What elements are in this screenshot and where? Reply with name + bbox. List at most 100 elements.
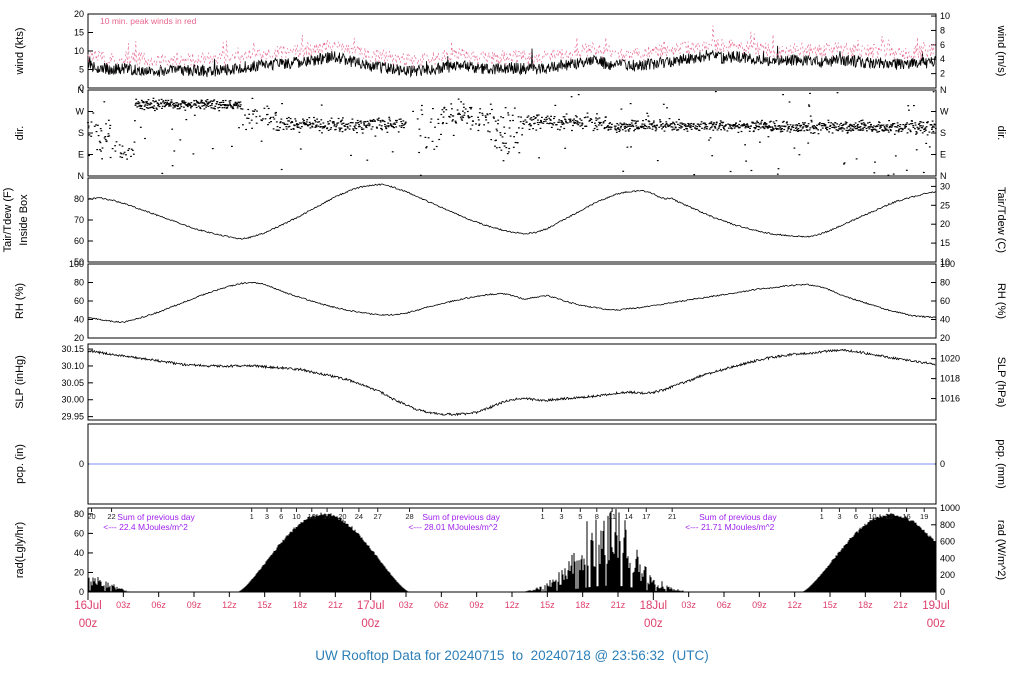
rh-right-tick-label: 20 [940,333,950,343]
wind-left-axis-label: wind (kts) [14,27,26,75]
x-minor-label: 18z [858,600,873,610]
dir-right-tick-label: W [940,107,949,117]
dir-left-tick-label: E [78,150,84,160]
slp-left-tick-label: 30.05 [61,378,84,388]
pcp-left-axis-label: pcp. (in) [14,444,26,484]
rad-cumulative-mark-label: 17 [323,512,331,521]
temp-right-tick-label: 30 [940,181,950,191]
rh-right-axis-label: RH (%) [995,282,1007,320]
rad-cumulative-mark-label: 8 [595,512,599,521]
rad-cumulative-mark-label: 13 [885,512,893,521]
rh-left-tick-label: 20 [74,333,84,343]
pcp-left-tick-label: 0 [79,459,84,469]
dir-right-tick-label: N [940,171,947,181]
x-axis: 03z 06z 09z 12z 15z 18z 21z 03z 06z 09z 12z 15z 18z 2… [74,592,950,630]
x-minor-label: 21z [893,600,908,610]
slp-right-tick-label: 1020 [940,354,960,364]
wind-left-tick-label: 20 [74,9,84,19]
dir-left-tick-label: S [78,128,84,138]
x-day-label: 17Jul [357,600,385,612]
slp-right-axis-label: SLP (hPa) [995,356,1007,408]
x-day-label: 18Jul [640,600,668,612]
rad-cumulative-mark-label: 1 [541,512,545,521]
x-minor-label: 03z [399,600,414,610]
x-minor-label: 12z [505,600,520,610]
rh-series [87,281,937,323]
rh-left-tick-label: 80 [74,278,84,288]
rad-cumulative-mark-label: 19 [920,512,928,521]
rad-right-tick-label: 0 [940,587,945,597]
rad-cumulative-marks: 20 22 1 3 6 10 13 17 20 24 27 28 1 3 5 8 11 14 17 21 1 3 6 10 13… [87,508,928,521]
rad-cumulative-mark-label: 20 [338,512,346,521]
slp-right-tick-label: 1018 [940,374,960,384]
dir-left-tick-label: W [76,107,85,117]
rad-left-tick-label: 40 [74,548,84,558]
x-day-time-label: 00z [361,618,380,630]
wind-peak-series [87,25,936,68]
rh-right-tick-label: 40 [940,315,950,325]
dir-right-tick-label: E [940,150,946,160]
rh-right-tick-label: 100 [940,259,955,269]
rh-left-tick-label: 40 [74,315,84,325]
wind-panel: 0 5 10 15 20 2 4 6 8 10 [74,9,950,93]
rad-left-tick-label: 60 [74,528,84,538]
rad-sum-value: <--- 28.01 MJoules/m^2 [408,522,498,532]
wind-left-tick-label: 0 [79,83,84,93]
rad-cumulative-mark-label: 28 [405,512,413,521]
wind-right-tick-label: 4 [940,54,945,64]
x-day-time-label: 00z [927,618,946,630]
x-minor-label: 06z [434,600,449,610]
x-minor-label: 21z [328,600,343,610]
rad-cumulative-mark-label: 16 [902,512,910,521]
slp-left-tick-label: 30.10 [61,361,84,371]
x-minor-label: 03z [116,600,131,610]
rad-cumulative-mark-label: 5 [578,512,582,521]
slp-left-tick-label: 30.00 [61,395,84,405]
figure-title: UW Rooftop Data for 20240715 to 20240718… [315,648,709,663]
wind-right-axis-label: wind (m/s) [995,25,1007,77]
wind-left-tick-label: 15 [74,28,84,38]
wind-direction-scatter [87,91,937,176]
x-day-label: 19Jul [922,600,950,612]
wind-speed-series [87,45,937,78]
rh-left-tick-label: 60 [74,296,84,306]
tair-series [87,183,937,240]
rh-panel: 20 40 60 80 100 20 40 60 80 100 [69,259,955,343]
temp-left-axis-label-line2: Inside Box [18,194,30,246]
slp-right-tick-label: 1016 [940,394,960,404]
slp-left-tick-label: 29.95 [61,412,84,422]
x-minor-label: 15z [823,600,838,610]
temp-right-axis-label: Tair/Tdew (C) [995,186,1007,254]
rad-sum-value: <--- 21.71 MJoules/m^2 [685,522,775,532]
x-minor-label: 21z [611,600,626,610]
x-minor-label: 18z [575,600,590,610]
rad-right-axis-label: rad (W/m^2) [995,519,1007,581]
x-minor-label: 06z [717,600,732,610]
rad-cumulative-mark-label: 27 [374,512,382,521]
x-day-time-label: 00z [644,618,663,630]
rad-cumulative-mark-label: 1 [820,512,824,521]
temp-left-tick-label: 80 [74,194,84,204]
x-minor-label: 15z [540,600,555,610]
x-minor-label: 09z [469,600,484,610]
rad-cumulative-mark-label: 11 [608,512,616,521]
rad-left-axis-label: rad(Lgly/hr) [14,521,26,579]
rad-cumulative-mark-label: 24 [355,512,363,521]
temp-left-tick-label: 60 [74,236,84,246]
rad-cumulative-mark-label: 17 [642,512,650,521]
x-minor-label: 12z [787,600,802,610]
rad-left-tick-label: 80 [74,509,84,519]
rh-right-tick-label: 60 [940,296,950,306]
rad-cumulative-mark-label: 20 [87,512,95,521]
x-day-time-label: 00z [79,618,98,630]
x-minor-label: 18z [293,600,308,610]
dir-panel: N E S W N N E S W N [76,85,950,181]
rad-cumulative-mark-label: 3 [559,512,563,521]
temp-left-tick-label: 70 [74,215,84,225]
dir-right-tick-label: N [940,85,947,95]
rad-cumulative-mark-label: 10 [868,512,876,521]
rad-left-tick-label: 20 [74,567,84,577]
rad-cumulative-mark-label: 14 [624,512,632,521]
rh-left-tick-label: 100 [69,259,84,269]
